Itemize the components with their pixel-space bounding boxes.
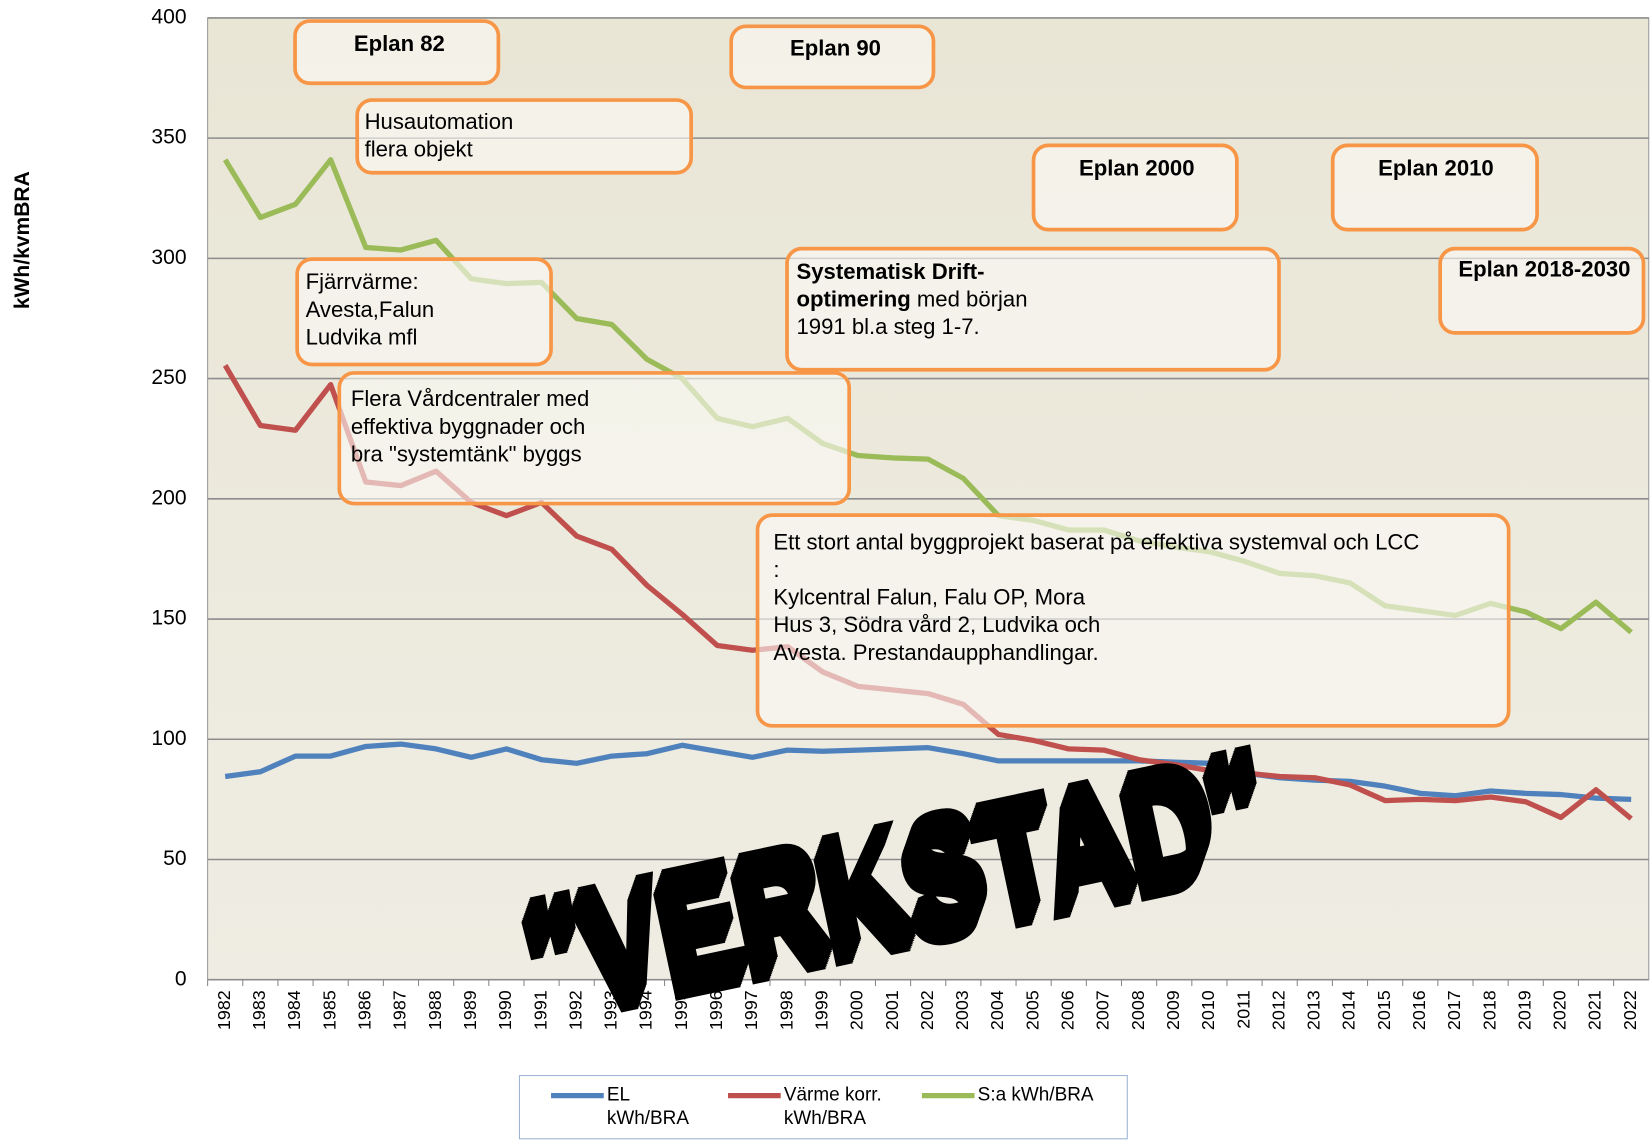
annotation-text: flera objekt	[365, 137, 473, 162]
annotation-text: Flera Vårdcentraler med	[351, 386, 589, 411]
x-tick-label: 1989	[460, 990, 480, 1030]
annotation-text: bra "systemtänk" byggs	[351, 441, 582, 466]
y-tick-label: 100	[151, 727, 186, 750]
annotation-text: Kylcentral Falun, Falu OP, Mora	[773, 585, 1085, 610]
x-tick-label: 2010	[1198, 990, 1218, 1030]
x-tick-label: 2011	[1233, 990, 1253, 1029]
x-tick-label: 2004	[987, 990, 1007, 1030]
y-tick-label: 0	[175, 967, 187, 990]
annotation-text: Eplan 2018-2030	[1458, 257, 1630, 282]
x-tick-label: 2022	[1620, 990, 1640, 1030]
legend-label: S:a kWh/BRA	[978, 1085, 1094, 1106]
x-tick-label: 1982	[214, 990, 234, 1030]
y-tick-label: 150	[151, 607, 186, 630]
annotation-text: Avesta. Prestandaupphandlingar.	[773, 640, 1098, 665]
annotation-text: effektiva byggnader och	[351, 414, 585, 439]
annotation-text: :	[773, 557, 779, 582]
legend-line: EL	[607, 1085, 630, 1106]
x-tick-label: 2002	[917, 990, 937, 1030]
y-tick-label: 300	[151, 246, 186, 269]
x-tick-label: 1983	[249, 990, 269, 1030]
annotation-text: Eplan 2000	[1079, 155, 1195, 180]
x-tick-label: 1988	[425, 990, 445, 1030]
x-tick-label: 2008	[1128, 990, 1148, 1030]
x-tick-label: 2015	[1374, 990, 1394, 1030]
annotation-part: Systematisk Drift-	[797, 259, 985, 284]
chart: kWh/kvmBRA 0 50 100 150 200 250 300 350 400 1982 1…	[0, 0, 1652, 1143]
x-tick-label: 1987	[390, 990, 410, 1030]
annotation-text: Husautomation	[365, 109, 514, 134]
x-tick-label: 2001	[882, 990, 902, 1030]
y-tick-label: 400	[151, 5, 186, 28]
annotation-text: Hus 3, Södra vård 2, Ludvika och	[773, 612, 1100, 637]
legend-line: S:a kWh/BRA	[978, 1085, 1094, 1106]
annotation-part: optimering	[797, 286, 911, 311]
x-tick-label: 2020	[1550, 990, 1570, 1030]
annotation-text: Fjärrvärme:	[306, 269, 419, 294]
y-tick-label: 350	[151, 126, 186, 149]
legend-line: Värme korr.	[784, 1085, 882, 1106]
annotation-text: 1991 bl.a steg 1-7.	[797, 314, 980, 339]
x-tick-label: 2005	[1022, 990, 1042, 1030]
x-tick-label: 2007	[1093, 990, 1113, 1030]
legend-line: kWh/BRA	[784, 1108, 867, 1129]
y-tick-label: 50	[163, 847, 186, 870]
x-tick-label: 1984	[284, 990, 304, 1030]
annotation-text: Ett stort antal byggprojekt baserat på e…	[773, 529, 1419, 554]
x-tick-label: 2017	[1444, 990, 1464, 1030]
x-tick-label: 2021	[1585, 990, 1605, 1030]
y-axis-label: kWh/kvmBRA	[11, 171, 34, 309]
x-tick-label: 1985	[319, 990, 339, 1030]
annotation-text: Avesta,Falun	[306, 297, 435, 322]
annotation-text: Eplan 2010	[1378, 155, 1494, 180]
annotation-text: Ludvika mfl	[306, 324, 418, 349]
annotation-text: optimering med början	[797, 286, 1028, 311]
annotation-text: Eplan 82	[354, 31, 445, 56]
x-tick-label: 2014	[1339, 990, 1359, 1030]
x-tick-label: 2019	[1514, 990, 1534, 1030]
x-tick-label: 2009	[1163, 990, 1183, 1030]
x-tick-label: 2013	[1304, 990, 1324, 1030]
legend-line: kWh/BRA	[607, 1108, 690, 1129]
x-tick-label: 1986	[355, 990, 375, 1030]
y-tick-label: 250	[151, 366, 186, 389]
x-tick-label: 2018	[1479, 990, 1499, 1030]
x-tick-label: 2003	[952, 990, 972, 1030]
annotation-text: Systematisk Drift-	[797, 259, 985, 284]
x-tick-label: 2016	[1409, 990, 1429, 1030]
x-tick-label: 2012	[1268, 990, 1288, 1030]
annotation-part: med början	[911, 286, 1028, 311]
x-tick-label: 2006	[1058, 990, 1078, 1030]
annotation-text: Eplan 90	[790, 35, 881, 60]
y-tick-label: 200	[151, 486, 186, 509]
x-tick-label: 1990	[495, 990, 515, 1030]
